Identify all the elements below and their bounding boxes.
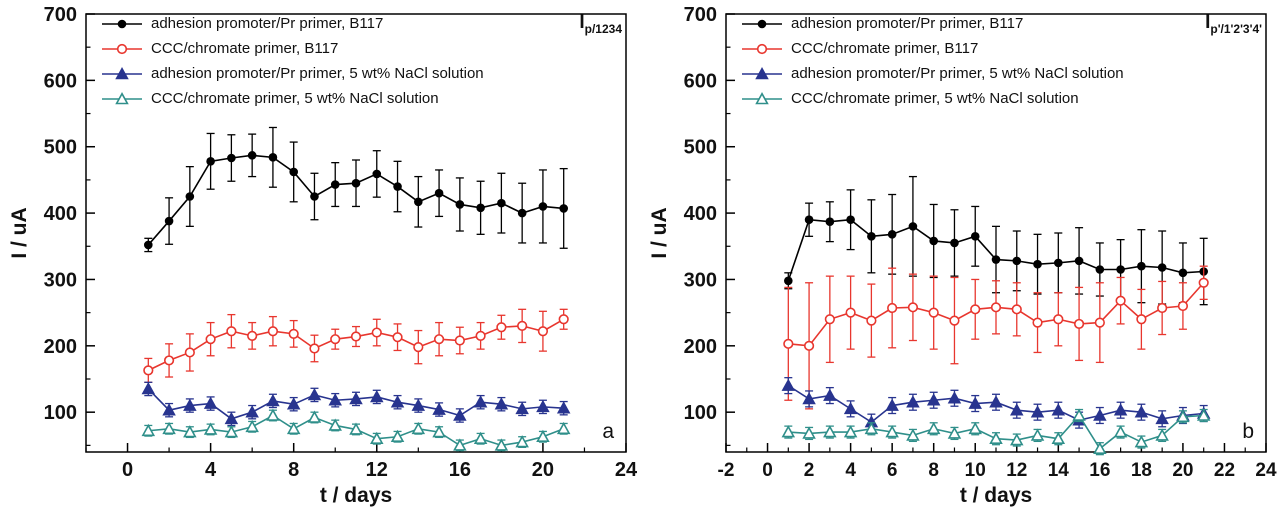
svg-text:22: 22 [1214,460,1235,481]
panel-letter: a [602,420,614,443]
svg-text:400: 400 [44,203,77,225]
corner-label-sub: p/1234 [584,21,622,36]
svg-text:16: 16 [449,459,471,481]
y-axis-title: I / uA [8,207,31,259]
legend-label: CCC/chromate primer, 5 wt% NaCl solution [791,90,1079,107]
peak-current-label: Ip/1234 [579,13,622,35]
peak-current-label: Ip'/1'2'3'4' [1205,13,1262,35]
legend-item: CCC/chromate primer, B117 [740,36,1124,61]
legend-item: adhesion promoter/Pr primer, 5 wt% NaCl … [100,61,484,86]
open-circle-marker-icon [742,43,782,54]
svg-text:0: 0 [122,459,133,481]
legend-item: adhesion promoter/Pr primer, B117 [100,11,484,36]
svg-text:500: 500 [44,137,77,159]
svg-text:600: 600 [684,70,717,92]
open-triangle-marker-icon [742,91,782,104]
svg-text:20: 20 [532,459,554,481]
svg-text:20: 20 [1172,460,1193,481]
svg-text:700: 700 [44,4,77,26]
svg-text:400: 400 [684,203,717,225]
legend-item: adhesion promoter/Pr primer, B117 [740,11,1124,36]
chart-panel-b: -2 0 2 4 6 8 10 12 14 16 18 20 22 24 100 200 300 400 500 60… [640,0,1280,516]
legend-item: adhesion promoter/Pr primer, 5 wt% NaCl … [740,61,1124,86]
svg-text:24: 24 [615,459,638,481]
svg-text:-2: -2 [718,460,735,481]
open-circle-marker-icon [102,43,142,54]
legend-label: CCC/chromate primer, B117 [151,40,339,57]
svg-text:16: 16 [1089,460,1110,481]
x-axis-title: t / days [959,484,1033,507]
svg-text:8: 8 [288,459,299,481]
svg-text:0: 0 [762,460,773,481]
filled-circle-marker-icon [742,19,782,28]
svg-text:18: 18 [1131,460,1152,481]
svg-text:2: 2 [804,460,815,481]
svg-text:6: 6 [887,460,898,481]
chart-a-plot: 0 4 8 12 16 20 24 100 200 300 400 500 600 700 [44,4,638,481]
legend-b: adhesion promoter/Pr primer, B117 CCC/ch… [740,11,1124,111]
filled-triangle-marker-icon [102,66,142,79]
svg-text:500: 500 [684,137,717,159]
legend-label: adhesion promoter/Pr primer, B117 [791,15,1024,32]
chart-b-plot: -2 0 2 4 6 8 10 12 14 16 18 20 22 2410020030040050060… [684,4,1277,481]
open-triangle-marker-icon [102,91,142,104]
filled-triangle-marker-icon [742,66,782,79]
svg-text:600: 600 [44,70,77,92]
panel-letter: b [1242,420,1254,443]
legend-label: adhesion promoter/Pr primer, 5 wt% NaCl … [791,65,1124,82]
legend-item: CCC/chromate primer, 5 wt% NaCl solution [740,86,1124,111]
svg-text:24: 24 [1255,460,1277,481]
legend-item: CCC/chromate primer, B117 [100,36,484,61]
svg-text:12: 12 [1006,460,1027,481]
svg-text:10: 10 [965,460,986,481]
legend-a: adhesion promoter/Pr primer, B117 CCC/ch… [100,11,484,111]
corner-label-sub: p'/1'2'3'4' [1210,21,1262,36]
filled-circle-marker-icon [102,19,142,28]
legend-item: CCC/chromate primer, 5 wt% NaCl solution [100,86,484,111]
svg-text:200: 200 [684,336,717,358]
svg-text:14: 14 [1048,460,1070,481]
corner-label-base: I [1205,12,1211,33]
svg-text:100: 100 [44,402,77,424]
legend-label: CCC/chromate primer, 5 wt% NaCl solution [151,90,439,107]
legend-label: CCC/chromate primer, B117 [791,40,979,57]
svg-text:300: 300 [44,269,77,291]
legend-label: adhesion promoter/Pr primer, 5 wt% NaCl … [151,65,484,82]
x-axis-title: t / days [319,484,393,507]
svg-text:4: 4 [205,459,217,481]
chart-panel-a: 0 4 8 12 16 20 24 100 200 300 400 500 600 700 adhesio… [8,4,638,507]
svg-text:4: 4 [845,460,856,481]
svg-text:8: 8 [928,460,939,481]
svg-text:12: 12 [366,459,388,481]
svg-text:200: 200 [44,336,77,358]
legend-label: adhesion promoter/Pr primer, B117 [151,15,384,32]
y-axis-title: I / uA [648,207,671,259]
svg-text:100: 100 [684,402,717,424]
svg-text:700: 700 [684,4,717,26]
svg-text:300: 300 [684,269,717,291]
corner-label-base: I [579,12,585,33]
